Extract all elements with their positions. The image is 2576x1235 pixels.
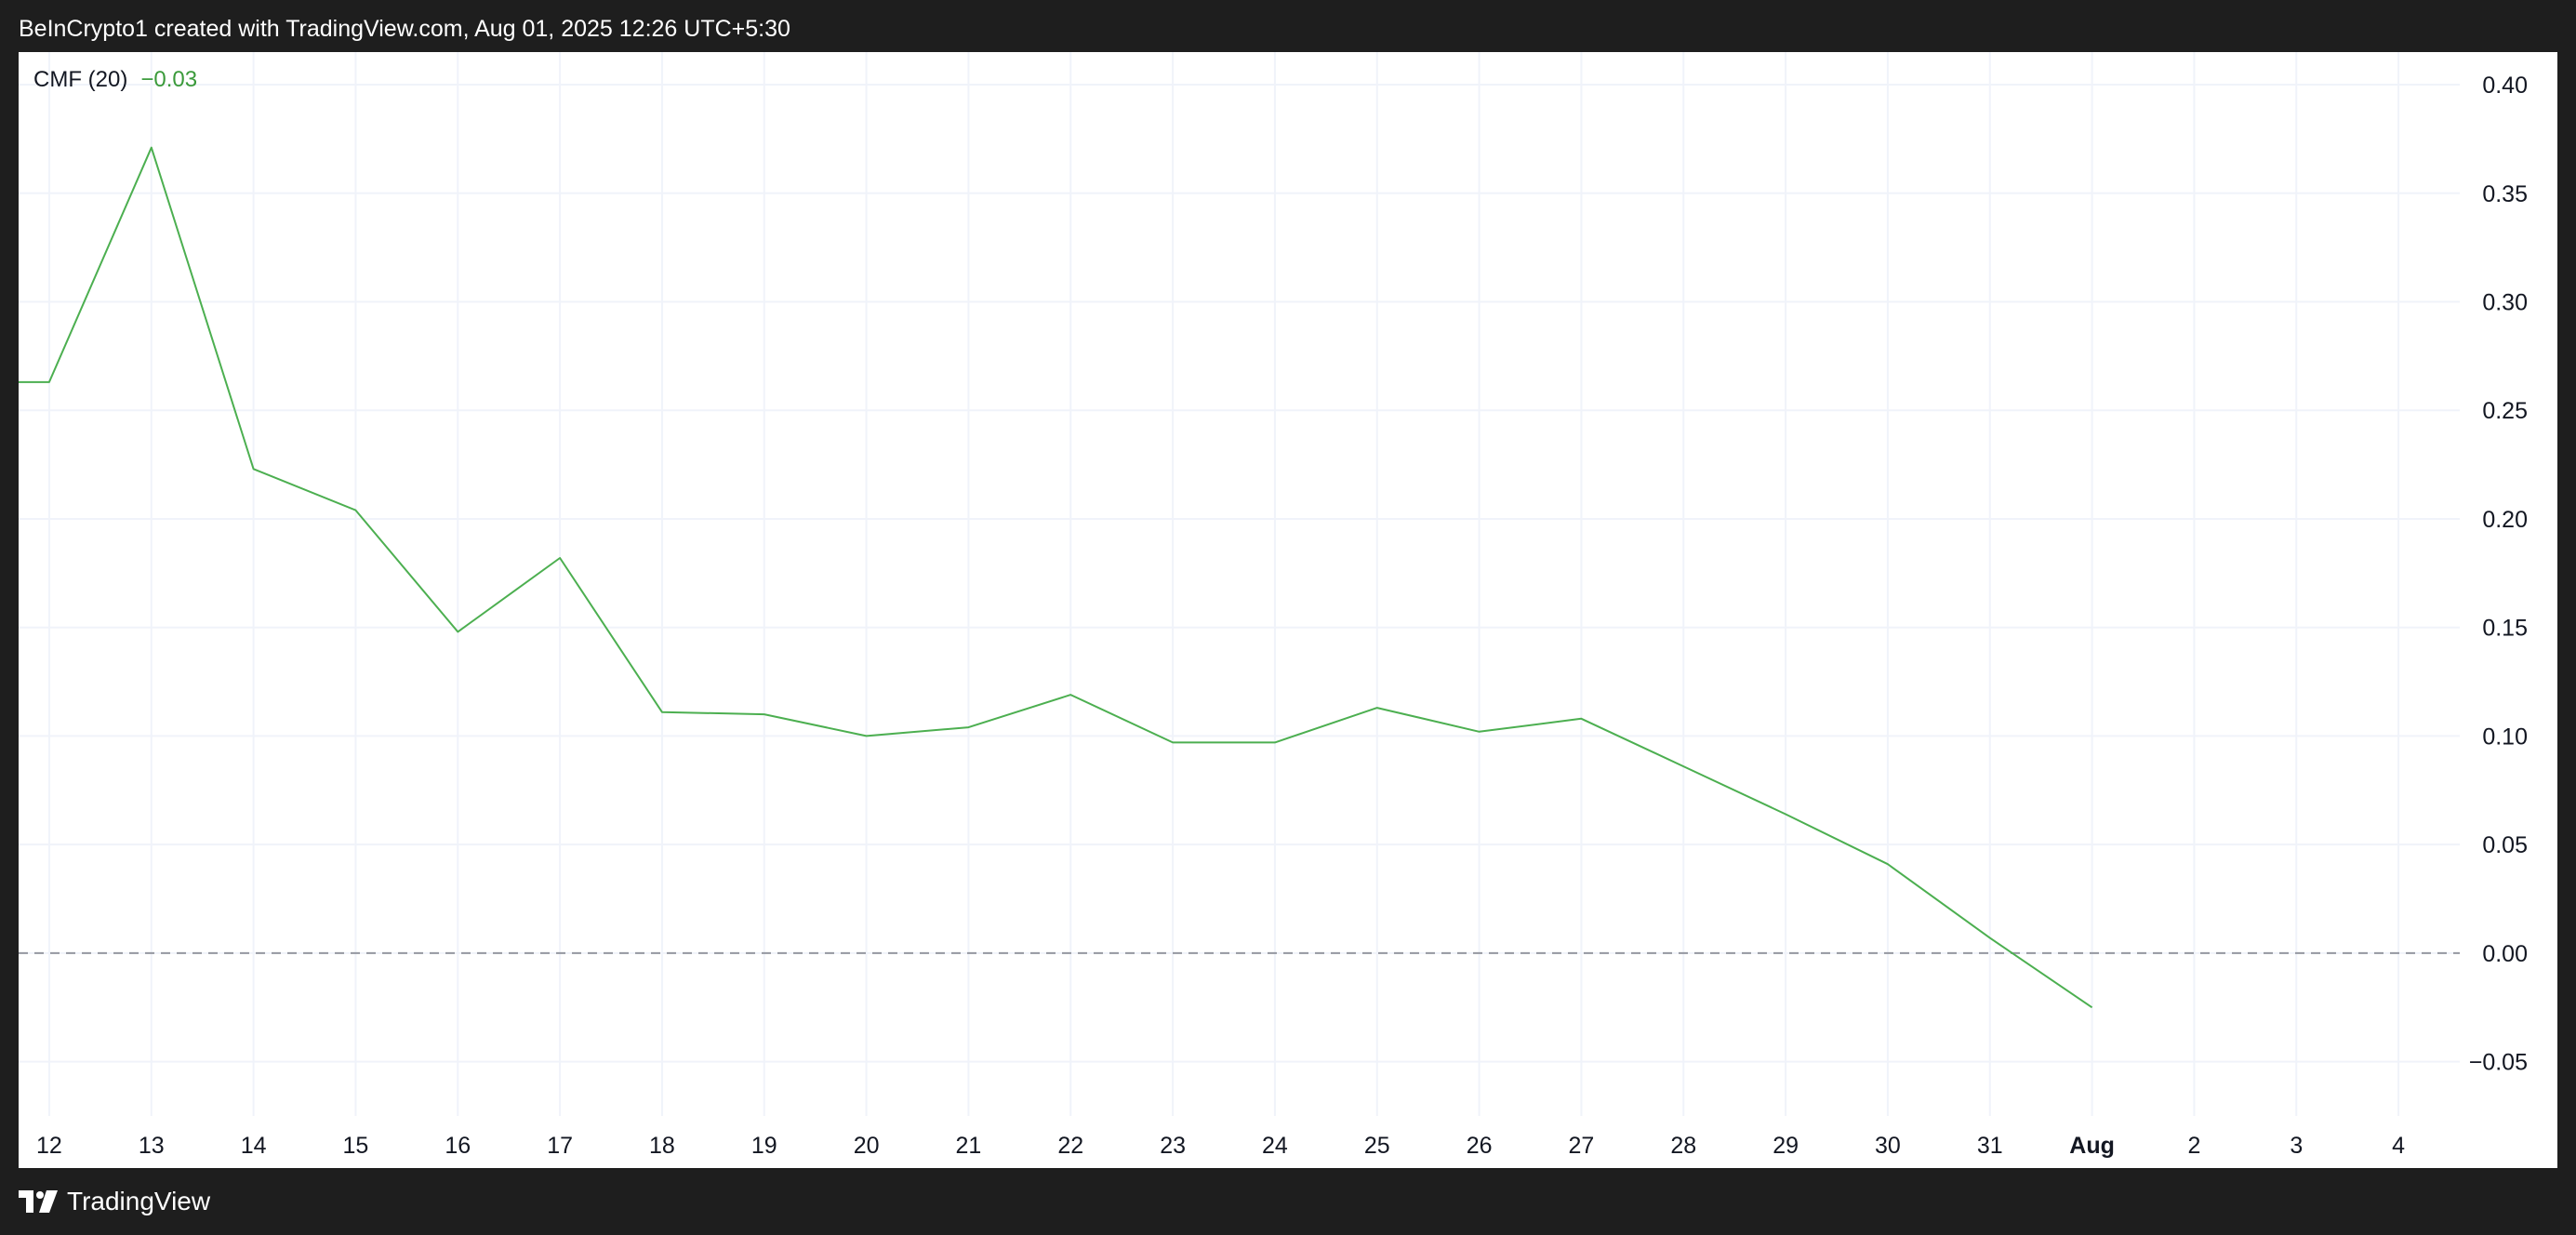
x-tick-label: 12 bbox=[36, 1133, 62, 1159]
indicator-legend[interactable]: CMF (20) −0.03 bbox=[33, 67, 197, 93]
chart-caption: BeInCrypto1 created with TradingView.com… bbox=[19, 16, 790, 42]
x-tick-label: 3 bbox=[2290, 1133, 2303, 1159]
y-tick-label: 0.10 bbox=[2482, 724, 2528, 750]
y-tick-label: 0.35 bbox=[2482, 181, 2528, 207]
footer-bar: TradingView bbox=[0, 1168, 2576, 1235]
cmf-chart[interactable]: 0.40 0.35 0.30 0.25 0.20 0.15 0.10 0.05 0.00 −0.0… bbox=[19, 52, 2557, 1168]
x-tick-label: 18 bbox=[649, 1133, 675, 1159]
x-tick-label: 26 bbox=[1467, 1133, 1493, 1159]
x-tick-label: 13 bbox=[139, 1133, 165, 1159]
x-tick-label: 17 bbox=[547, 1133, 573, 1159]
x-tick-label: 31 bbox=[1977, 1133, 2003, 1159]
y-tick-label: 0.15 bbox=[2482, 616, 2528, 642]
x-tick-label: Aug bbox=[2069, 1133, 2115, 1159]
x-tick-label: 4 bbox=[2392, 1133, 2405, 1159]
y-tick-label: 0.25 bbox=[2482, 398, 2528, 424]
cmf-line bbox=[19, 146, 2093, 1009]
brand-label: TradingView bbox=[67, 1187, 211, 1215]
indicator-value: −0.03 bbox=[140, 67, 198, 92]
indicator-name: CMF (20) bbox=[33, 67, 128, 92]
chart-panel[interactable]: 0.40 0.35 0.30 0.25 0.20 0.15 0.10 0.05 0.00 −0.0… bbox=[19, 52, 2557, 1168]
y-tick-label: 0.00 bbox=[2482, 941, 2528, 967]
y-tick-label: 0.20 bbox=[2482, 507, 2528, 533]
x-tick-label: 22 bbox=[1057, 1133, 1083, 1159]
x-tick-label: 15 bbox=[343, 1133, 369, 1159]
x-tick-label: 14 bbox=[241, 1133, 267, 1159]
y-tick-label: −0.05 bbox=[2469, 1050, 2528, 1076]
x-tick-label: 27 bbox=[1569, 1133, 1595, 1159]
x-tick-label: 28 bbox=[1670, 1133, 1696, 1159]
x-tick-label: 16 bbox=[445, 1133, 471, 1159]
x-tick-label: 24 bbox=[1262, 1133, 1288, 1159]
x-tick-label: 19 bbox=[751, 1133, 777, 1159]
x-tick-label: 21 bbox=[956, 1133, 982, 1159]
x-tick-label: 30 bbox=[1875, 1133, 1901, 1159]
x-tick-label: 23 bbox=[1160, 1133, 1186, 1159]
x-tick-label: 2 bbox=[2187, 1133, 2200, 1159]
y-tick-label: 0.40 bbox=[2482, 73, 2528, 99]
x-tick-label: 29 bbox=[1773, 1133, 1799, 1159]
tradingview-brand[interactable]: TradingView bbox=[19, 1187, 210, 1216]
y-tick-label: 0.30 bbox=[2482, 289, 2528, 315]
x-tick-label: 25 bbox=[1364, 1133, 1390, 1159]
x-tick-label: 20 bbox=[854, 1133, 880, 1159]
y-tick-label: 0.05 bbox=[2482, 832, 2528, 858]
tradingview-logo-icon bbox=[19, 1190, 58, 1213]
